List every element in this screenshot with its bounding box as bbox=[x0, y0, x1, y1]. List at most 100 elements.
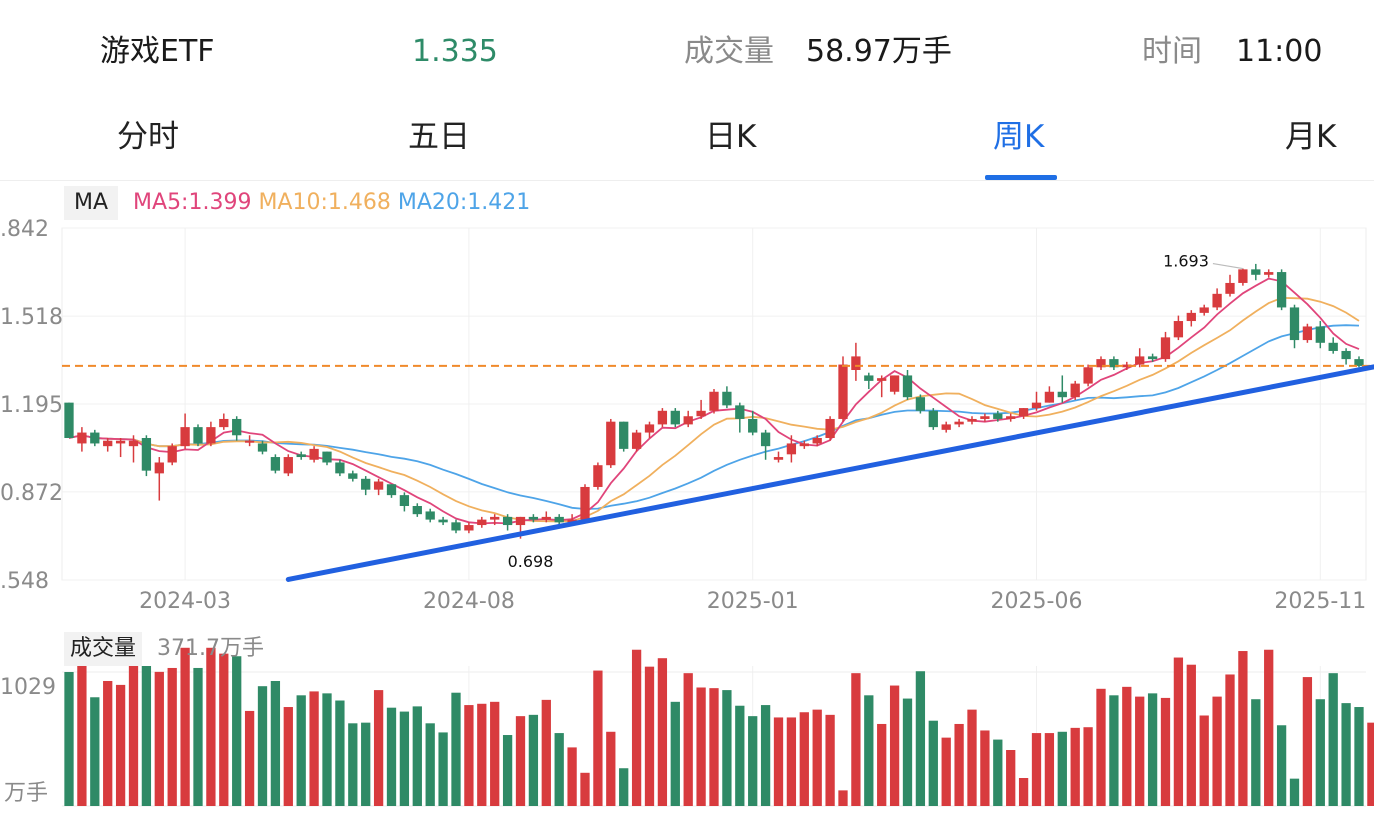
candle-body bbox=[348, 473, 358, 479]
candle-body bbox=[1096, 359, 1106, 368]
volume-bar bbox=[593, 670, 603, 806]
volume-total: 371.7万手 bbox=[157, 636, 264, 661]
volume-bar bbox=[1251, 699, 1261, 806]
volume-bar bbox=[361, 722, 371, 806]
candle-body bbox=[838, 364, 848, 419]
candle-body bbox=[1044, 391, 1055, 403]
volume-bar bbox=[438, 732, 448, 806]
volume-bar bbox=[1212, 696, 1222, 806]
date-tick-label: 2024-08 bbox=[423, 589, 515, 614]
high-annotation-label: 1.693 bbox=[1163, 252, 1209, 271]
tab-monthly-k[interactable]: 月K bbox=[1285, 119, 1337, 155]
ma20-line bbox=[68, 324, 1360, 510]
volume-bar bbox=[567, 747, 577, 806]
volume-bar bbox=[270, 680, 281, 806]
volume-bar bbox=[1276, 725, 1287, 806]
volume-bar bbox=[606, 731, 616, 806]
volume-max-label: 1029 bbox=[0, 675, 56, 700]
ma10-line bbox=[68, 296, 1360, 523]
candle-body bbox=[709, 391, 719, 411]
volume-bar bbox=[760, 705, 771, 806]
candle-body bbox=[1289, 307, 1300, 341]
candle-body bbox=[915, 397, 926, 411]
volume-bar bbox=[1083, 727, 1093, 806]
volume-bar bbox=[64, 672, 74, 806]
tab-intraday[interactable]: 分时 bbox=[117, 119, 179, 155]
volume-bar bbox=[967, 709, 977, 806]
candle-body bbox=[154, 462, 164, 474]
candle-body bbox=[309, 448, 319, 460]
volume-bar bbox=[1031, 733, 1042, 806]
volume-bar bbox=[296, 695, 306, 806]
ma-legend: MA MA5:1.399 MA10:1.468 MA20:1.421 bbox=[64, 186, 530, 220]
candle-body bbox=[760, 432, 771, 447]
time-value: 11:00 bbox=[1236, 34, 1323, 69]
ma-indicator-button[interactable]: MA bbox=[64, 186, 119, 220]
price-tick-label: 1.518 bbox=[0, 305, 63, 330]
volume-bar bbox=[515, 716, 526, 806]
candle-body bbox=[799, 443, 809, 447]
volume-bar bbox=[464, 705, 474, 806]
volume-bar bbox=[1018, 778, 1029, 806]
candle-body bbox=[1328, 342, 1338, 351]
volume-bar bbox=[851, 673, 861, 806]
candle-body bbox=[967, 418, 977, 422]
volume-bar bbox=[412, 706, 422, 806]
candle-body bbox=[1225, 282, 1235, 294]
candle-body bbox=[232, 418, 242, 436]
volume-bar bbox=[631, 649, 642, 806]
candle-body bbox=[515, 516, 526, 526]
volume-bar bbox=[1328, 673, 1338, 806]
candle-body bbox=[1186, 312, 1196, 322]
candle-body bbox=[257, 443, 268, 452]
candle-body bbox=[1057, 391, 1067, 398]
candle-body bbox=[1212, 293, 1222, 308]
candle-body bbox=[864, 375, 874, 381]
tab-daily-k[interactable]: 日K bbox=[705, 119, 757, 155]
candle-body bbox=[502, 516, 513, 526]
candle-body bbox=[373, 481, 384, 490]
volume-bar bbox=[477, 703, 487, 806]
volume-bar bbox=[864, 695, 874, 806]
candle-body bbox=[412, 506, 422, 515]
candle-body bbox=[1302, 326, 1313, 341]
volume-bar bbox=[528, 714, 539, 806]
candle-body bbox=[1354, 359, 1364, 366]
candle-body bbox=[696, 410, 706, 417]
volume-bar bbox=[1264, 649, 1274, 806]
volume-bar bbox=[1289, 778, 1300, 806]
volume-bar bbox=[644, 666, 655, 806]
date-tick-label: 2025-06 bbox=[991, 589, 1083, 614]
volume-bar bbox=[954, 723, 964, 806]
candle-body bbox=[748, 418, 758, 433]
candle-body bbox=[206, 427, 216, 444]
candle-body bbox=[541, 516, 551, 520]
candle-body bbox=[580, 486, 590, 520]
volume-bar bbox=[554, 733, 564, 806]
tab-five-day[interactable]: 五日 bbox=[408, 119, 470, 155]
candle-body bbox=[889, 375, 900, 392]
candle-body bbox=[451, 522, 461, 531]
volume-bar bbox=[425, 723, 435, 806]
volume-bar bbox=[348, 723, 358, 806]
volume-indicator-button[interactable]: 成交量 bbox=[64, 632, 143, 666]
volume-bar bbox=[1186, 664, 1196, 806]
volume-label: 成交量 bbox=[684, 34, 774, 69]
candle-body bbox=[902, 375, 913, 398]
candle-body bbox=[1109, 359, 1119, 368]
candle-body bbox=[1070, 383, 1080, 398]
volume-bar bbox=[1302, 677, 1313, 806]
candle-body bbox=[941, 424, 951, 430]
volume-legend: 成交量 371.7万手 bbox=[64, 632, 264, 666]
active-tab-indicator bbox=[985, 175, 1057, 180]
volume-bar bbox=[1225, 674, 1235, 806]
tab-weekly-k[interactable]: 周K bbox=[993, 119, 1045, 155]
candle-body bbox=[657, 410, 668, 425]
volume-bar bbox=[335, 700, 345, 806]
volume-bar bbox=[1070, 727, 1080, 806]
volume-bar bbox=[490, 701, 500, 806]
volume-bar bbox=[167, 667, 177, 806]
volume-bar bbox=[825, 714, 835, 806]
volume-bar bbox=[386, 707, 397, 806]
